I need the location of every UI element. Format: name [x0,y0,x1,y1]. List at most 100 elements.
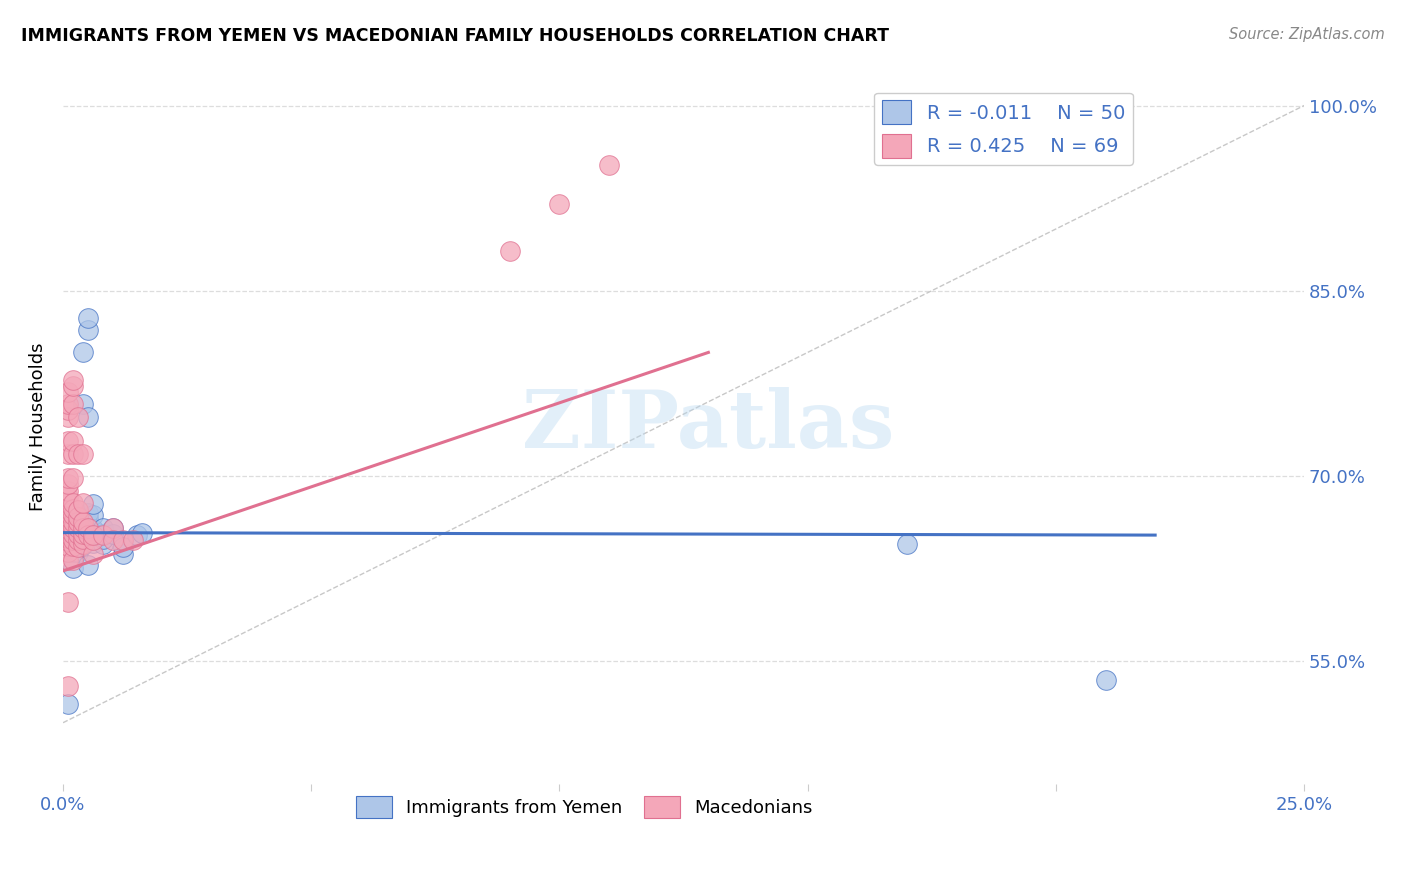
Point [56,409,79,424]
Y-axis label: Family Households: Family Households [30,343,46,511]
Point [66,447,89,461]
Point [72,515,94,529]
Point [76,511,98,525]
Point [91,521,114,535]
Point [101,521,124,535]
Point [66,545,89,559]
Point [111,541,134,555]
Point [66,518,89,533]
Point [76,521,98,535]
Point [62,524,84,539]
Point [131,525,153,540]
Point [76,525,98,540]
Point [82,528,104,542]
Point [62,397,84,411]
Point [66,522,89,536]
Point [101,526,124,541]
Point [56,522,79,536]
Point [66,409,89,424]
Point [62,526,84,541]
Point [72,447,94,461]
Point [101,521,124,535]
Point [56,477,79,491]
Point [91,526,114,541]
Point [56,403,79,417]
Point [72,521,94,535]
Point [66,541,89,555]
Point [91,528,114,542]
Point [56,506,79,520]
Point [66,531,89,545]
Point [56,553,79,567]
Point [62,447,84,461]
Point [62,545,84,559]
Point [66,509,89,524]
Point [66,526,89,541]
Point [56,496,79,510]
Point [72,397,94,411]
Point [62,539,84,553]
Point [62,533,84,547]
Legend: Immigrants from Yemen, Macedonians: Immigrants from Yemen, Macedonians [349,789,820,825]
Point [62,521,84,535]
Point [62,533,84,547]
Point [66,541,89,555]
Point [56,595,79,609]
Point [72,532,94,546]
Point [72,538,94,552]
Point [56,509,79,524]
Point [72,525,94,540]
Text: ZIPatlas: ZIPatlas [522,387,894,466]
Point [72,537,94,551]
Point [56,697,79,711]
Text: Source: ZipAtlas.com: Source: ZipAtlas.com [1229,27,1385,42]
Point [91,537,114,551]
Point [101,533,124,547]
Point [499,244,522,259]
Point [72,496,94,510]
Point [56,490,79,504]
Point [598,158,620,172]
Point [91,532,114,546]
Point [76,506,98,520]
Point [82,532,104,546]
Point [82,547,104,561]
Point [56,471,79,485]
Point [62,561,84,575]
Point [56,483,79,498]
Point [76,310,98,325]
Point [62,373,84,387]
Point [56,397,79,411]
Point [76,323,98,337]
Point [62,471,84,485]
Point [66,526,89,541]
Point [66,503,89,517]
Point [56,434,79,449]
Point [66,521,89,535]
Point [76,534,98,549]
Point [896,537,918,551]
Point [1094,673,1116,687]
Point [82,522,104,536]
Point [127,528,149,542]
Point [56,531,79,545]
Point [56,515,79,529]
Point [62,521,84,535]
Point [76,521,98,535]
Text: IMMIGRANTS FROM YEMEN VS MACEDONIAN FAMILY HOUSEHOLDS CORRELATION CHART: IMMIGRANTS FROM YEMEN VS MACEDONIAN FAMI… [21,27,889,45]
Point [111,547,134,561]
Point [56,679,79,693]
Point [66,533,89,547]
Point [56,526,79,541]
Point [62,502,84,516]
Point [62,553,84,567]
Point [76,558,98,572]
Point [56,539,79,553]
Point [66,535,89,549]
Point [82,497,104,511]
Point [111,533,134,547]
Point [56,447,79,461]
Point [62,496,84,510]
Point [62,378,84,392]
Point [56,534,79,549]
